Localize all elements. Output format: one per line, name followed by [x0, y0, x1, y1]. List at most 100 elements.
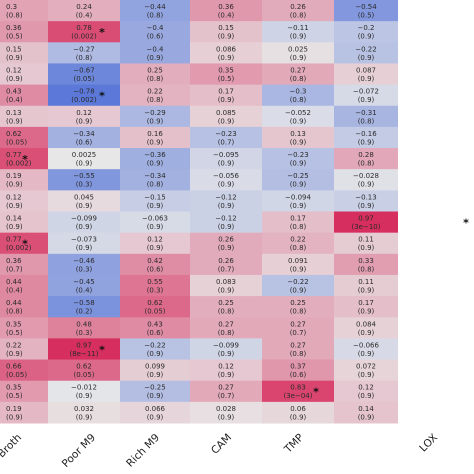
- cell-value-label: −0.23: [287, 151, 308, 159]
- heatmap-cell: [48, 126, 120, 149]
- cell-value-label: −0.15: [144, 193, 165, 201]
- heatmap-cell: [48, 359, 120, 382]
- cell-value-label: 0.78: [76, 24, 92, 32]
- heatmap-cell: [262, 274, 334, 297]
- cell-pvalue-label: (0.05): [6, 138, 27, 146]
- heatmap-cell: [120, 274, 190, 297]
- cell-value-label: 0.37: [290, 363, 306, 371]
- heatmap-cell: [262, 296, 334, 318]
- cell-value-label: 0.35: [6, 384, 22, 392]
- cell-pvalue-label: (0.9): [218, 371, 235, 379]
- heatmap-cell: [190, 359, 262, 382]
- heatmap-cell: [190, 148, 262, 170]
- cell-value-label: −0.44: [144, 3, 166, 11]
- significance-marker: *: [99, 90, 105, 103]
- cell-value-label: 0.42: [147, 257, 163, 265]
- heatmap-cell: [334, 211, 398, 234]
- heatmap-cell: [190, 126, 262, 149]
- cell-value-label: −0.12: [215, 215, 236, 223]
- cell-pvalue-label: (0.8): [147, 12, 164, 20]
- cell-value-label: −0.22: [287, 278, 308, 286]
- heatmap-cell: [0, 338, 48, 361]
- cell-pvalue-label: (0.3): [76, 181, 93, 189]
- cell-value-label: 0.35: [6, 320, 22, 328]
- cell-pvalue-label: (0.6): [147, 329, 164, 337]
- cell-pvalue-label: (0.8): [358, 160, 375, 168]
- significance-marker: *: [22, 238, 28, 251]
- significance-marker: *: [463, 217, 469, 230]
- heatmap-cell: [334, 274, 398, 297]
- heatmap-cell: [0, 274, 48, 297]
- cell-value-label: 0.15: [6, 45, 22, 53]
- cell-pvalue-label: (0.9): [218, 54, 235, 62]
- cell-value-label: −0.46: [73, 257, 95, 265]
- heatmap-cell: [120, 338, 190, 361]
- cell-value-label: −0.028: [353, 172, 379, 180]
- heatmap-cell: [334, 253, 398, 276]
- cell-pvalue-label: (0.9): [290, 117, 307, 125]
- cell-value-label: −0.29: [144, 109, 165, 117]
- cell-pvalue-label: (0.9): [147, 223, 164, 231]
- cell-pvalue-label: (0.9): [358, 75, 375, 83]
- cell-value-label: −0.58: [73, 299, 94, 307]
- heatmap-cell: [48, 317, 120, 339]
- cell-pvalue-label: (0.9): [147, 117, 164, 125]
- heatmap-cell: [190, 296, 262, 318]
- cell-pvalue-label: (0.9): [218, 181, 235, 189]
- cell-pvalue-label: (0.9): [76, 202, 93, 210]
- heatmap-cell: [334, 126, 398, 149]
- heatmap-cell: [190, 317, 262, 339]
- heatmap-cell: [48, 148, 120, 170]
- cell-pvalue-label: (0.9): [358, 181, 375, 189]
- cell-value-label: 0.19: [6, 172, 22, 180]
- cell-pvalue-label: (0.6): [147, 33, 164, 41]
- heatmap-cell: [334, 105, 398, 128]
- cell-pvalue-label: (0.9): [6, 223, 23, 231]
- cell-pvalue-label: (0.002): [71, 96, 97, 104]
- cell-value-label: −0.16: [355, 130, 377, 138]
- heatmap-cell: [0, 211, 48, 234]
- cell-value-label: 0.025: [288, 45, 308, 53]
- heatmap-cell: [120, 42, 190, 64]
- heatmap-cell: [0, 401, 48, 424]
- heatmap-cell: [262, 169, 334, 191]
- heatmap-cell: [262, 401, 334, 424]
- cell-value-label: −0.36: [144, 151, 166, 159]
- cell-pvalue-label: (0.9): [358, 329, 375, 337]
- cell-value-label: −0.052: [285, 109, 311, 117]
- cell-value-label: 0.11: [358, 236, 374, 244]
- cell-value-label: 0.33: [358, 257, 374, 265]
- cell-pvalue-label: (0.9): [290, 286, 307, 294]
- heatmap-cell: [262, 232, 334, 255]
- cell-pvalue-label: (0.8): [290, 308, 307, 316]
- heatmap-cell: [48, 63, 120, 86]
- cell-value-label: 0.27: [290, 341, 306, 349]
- cell-pvalue-label: (0.05): [73, 371, 94, 379]
- column-label: Rich M9: [124, 432, 162, 470]
- cell-pvalue-label: (0.3): [147, 286, 164, 294]
- cell-pvalue-label: (0.9): [76, 244, 93, 252]
- heatmap-cell: [0, 63, 48, 86]
- heatmap-cell: [190, 211, 262, 234]
- cell-pvalue-label: (0.002): [71, 33, 97, 41]
- cell-value-label: 0.028: [216, 405, 236, 413]
- heatmap-cell: [120, 21, 190, 43]
- cell-value-label: −0.34: [144, 172, 166, 180]
- heatmap-cell: [120, 84, 190, 107]
- cell-pvalue-label: (0.8): [290, 350, 307, 358]
- cell-pvalue-label: (0.9): [358, 286, 375, 294]
- heatmap-cell: [0, 126, 48, 149]
- heatmap-cell: [48, 232, 120, 255]
- heatmap-cell: [190, 380, 262, 403]
- heatmap-cell: [120, 63, 190, 86]
- cell-pvalue-label: (0.9): [218, 286, 235, 294]
- heatmap-cell: [262, 105, 334, 128]
- heatmap-cell: [48, 401, 120, 424]
- heatmap-cell: [334, 317, 398, 339]
- cell-pvalue-label: (0.7): [218, 265, 235, 273]
- cell-value-label: 0.27: [218, 320, 234, 328]
- cell-pvalue-label: (0.9): [6, 413, 23, 421]
- cell-value-label: −0.11: [287, 24, 308, 32]
- cell-pvalue-label: (0.9): [218, 160, 235, 168]
- heatmap-cell: [334, 190, 398, 212]
